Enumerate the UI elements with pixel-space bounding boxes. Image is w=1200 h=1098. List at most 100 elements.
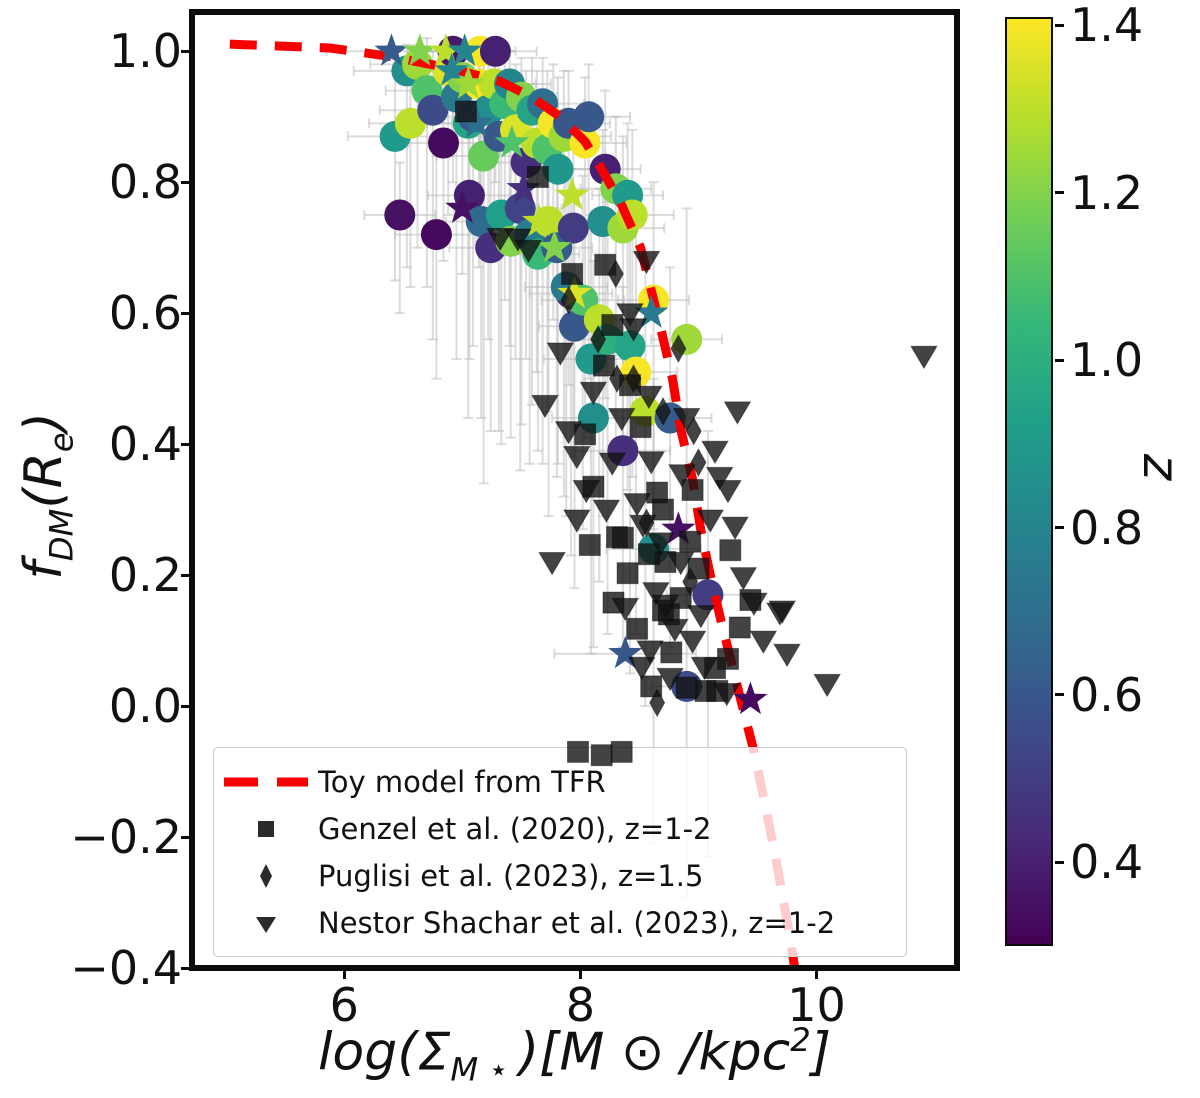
data-point-triangle [629,514,657,539]
y-tick-mark [181,442,192,446]
data-point-triangle [636,640,664,664]
data-point-star [608,635,643,669]
data-point-triangle [729,567,758,591]
colorbar-tick-mark [1055,23,1064,27]
data-point-square [652,498,674,521]
data-point-square [637,543,660,566]
data-point-star [447,33,482,66]
data-point-star [445,190,480,223]
x-tick-label: 10 [787,978,846,1032]
data-point-triangle [678,630,707,655]
colorbar-tick-mark [1055,526,1064,530]
data-point-triangle [579,381,608,406]
data-point-triangle [572,480,601,504]
data-point-star [634,295,669,328]
data-point-triangle [714,480,742,504]
y-tick-label: 1.0 [108,24,182,79]
data-point-square [590,744,613,767]
y-tick-mark [181,966,192,970]
y-tick-label: 0.6 [108,286,182,341]
data-point-diamond [670,334,687,364]
colorbar-tick-label: 0.4 [1070,835,1144,890]
data-point-square [454,100,477,123]
data-point-triangle [721,516,749,541]
data-point-triangle [538,552,566,576]
data-point-circle [542,153,574,185]
y-tick-mark [181,573,192,577]
data-point-star [428,33,463,66]
data-point-star [451,66,486,99]
y-tick-mark [181,180,192,184]
data-point-triangle [598,452,627,476]
data-point-star [459,105,494,138]
legend-box: Toy model from TFR Genzel et al. (2020), … [213,747,907,957]
data-point-star [402,33,437,66]
data-point-star [494,125,529,158]
data-point-triangle [668,464,696,488]
data-point-triangle [672,407,701,432]
y-tick-mark [181,704,192,708]
data-point-square [574,423,597,446]
data-point-triangle [607,407,636,432]
y-tick-label: 0.8 [108,155,182,210]
data-point-triangle [503,228,532,253]
legend-marker-triangle-down-icon [214,905,318,941]
data-point-triangle [637,451,666,475]
survey-star-markers [374,33,768,715]
data-point-triangle [910,345,938,370]
y-tick-mark [181,311,192,315]
data-point-triangle [666,552,695,576]
data-point-circle [417,94,449,126]
data-point-diamond [560,285,577,315]
data-point-star [522,203,557,237]
data-point-triangle [546,342,575,366]
data-point-triangle [616,303,644,327]
data-point-circle [557,212,589,244]
y-axis-label: fDM(Re) [14,412,81,580]
legend-item: Puglisi et al. (2023), z=1.5 [214,852,906,899]
data-point-square [681,479,704,501]
colorbar-tick-mark [1055,358,1064,362]
data-point-triangle [632,250,661,275]
colorbar-label: z [1132,453,1191,481]
data-point-square [629,416,652,439]
legend-item: Toy model from TFR [214,758,906,805]
data-point-square [728,616,751,639]
legend-marker-square-icon [214,811,318,847]
x-tick-label: 6 [329,978,359,1032]
data-point-square [660,641,683,664]
data-point-circle [479,35,511,67]
y-tick-label: −0.4 [70,941,182,995]
legend-item-label: Nestor Shachar et al. (2023), z=1-2 [318,905,836,940]
data-point-triangle [562,509,591,533]
colorbar-tick-label: 0.8 [1070,500,1144,555]
data-point-triangle [646,532,675,556]
data-point-diamond [590,324,607,354]
x-tick-mark [342,968,346,979]
data-point-circle [384,199,416,231]
data-point-triangle [554,421,583,445]
colorbar-tick-label: 0.6 [1070,667,1144,722]
data-point-diamond [649,688,666,718]
data-point-triangle [611,597,640,622]
x-tick-mark [815,968,818,979]
data-point-star [374,33,409,66]
data-point-triangle [773,643,801,668]
colorbar-tick-mark [1055,860,1064,864]
data-point-triangle [486,227,515,252]
data-point-triangle [627,656,656,681]
data-point-star [537,229,572,263]
data-point-triangle [660,618,689,643]
y-tick-label: −0.2 [70,810,182,865]
data-point-star [733,681,768,715]
colorbar-tick-label: 1.0 [1070,333,1144,388]
x-axis-label: log(ΣM ⋆ )[M ⊙ /kpc2] [317,1021,832,1089]
colorbar-tick-mark [1055,191,1064,195]
legend-item: Genzel et al. (2020), z=1-2 [214,805,906,852]
data-point-diamond [690,447,707,478]
legend-item-label: Toy model from TFR [318,764,606,799]
colorbar-tick-label: 1.4 [1070,0,1144,53]
data-point-star [557,275,592,309]
data-point-star [661,511,696,544]
